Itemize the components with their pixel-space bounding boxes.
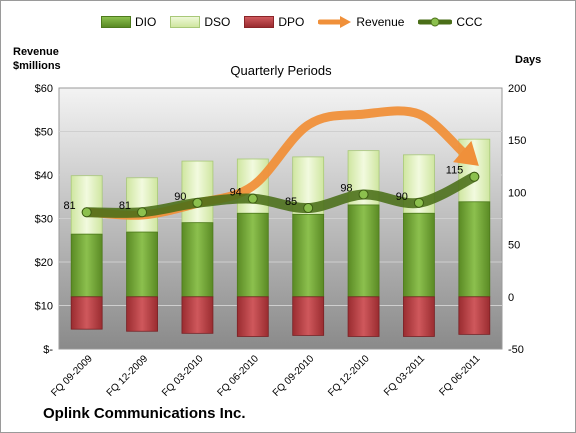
bar-dso: [70, 175, 103, 235]
bar-dio: [236, 212, 269, 298]
bar-dpo: [126, 296, 158, 332]
category-tick-label: FQ 03-2011: [382, 353, 427, 398]
label-layer: 81 81 90 94 85 98 90 115: [63, 165, 463, 212]
chart-legend: DIO DSO DPO Revenue CCC: [101, 9, 482, 35]
bar-dpo: [292, 296, 325, 336]
category-tick-label: FQ 12-2009: [105, 353, 151, 399]
legend-swatch-dio: [101, 16, 131, 28]
category-tick-label: FQ 09-2009: [49, 353, 95, 399]
left-tick-label: $10: [35, 301, 53, 313]
left-tick-label: $30: [35, 214, 53, 226]
category-tick-label: FQ 06-2011: [437, 353, 482, 398]
bar-dso: [181, 160, 214, 224]
legend-label-dpo: DPO: [278, 15, 305, 29]
right-tick-label: 150: [508, 135, 526, 147]
bar-dpo: [236, 296, 269, 337]
left-axis-title-line1: Revenue: [13, 46, 59, 58]
ccc-point: [247, 193, 258, 204]
right-tick-label: -50: [508, 344, 524, 356]
legend-label-dso: DSO: [204, 15, 231, 29]
left-tick-label: $50: [35, 127, 53, 139]
left-tick-label: $-: [43, 344, 53, 356]
ccc-data-label: 115: [446, 165, 464, 177]
legend-label-revenue: Revenue: [356, 15, 405, 29]
bar-dio: [292, 213, 325, 298]
ccc-data-label: 90: [174, 191, 186, 203]
company-name: Oplink Communications Inc.: [43, 405, 246, 422]
revenue-arrowhead: [453, 140, 479, 166]
bar-layer: [70, 138, 491, 337]
chart-plot: Quarterly Periods 81 81 90 94 85 98 90 115 $- $1…: [35, 63, 527, 399]
left-tick-label: $60: [35, 83, 53, 95]
bar-dio: [347, 204, 380, 298]
legend-ccc-marker-icon: [418, 17, 453, 27]
ccc-point: [358, 189, 369, 200]
legend-item-revenue: Revenue: [318, 15, 404, 29]
line-layer: [81, 106, 480, 220]
ccc-data-label: 98: [340, 182, 352, 194]
bar-dio: [181, 222, 214, 298]
ccc-data-label: 81: [119, 200, 131, 212]
left-axis-title-line2: $millions: [13, 60, 61, 72]
bar-dpo: [70, 296, 103, 330]
bar-dpo: [347, 296, 380, 337]
ccc-data-label: 85: [285, 196, 297, 208]
bar-dio: [126, 231, 158, 298]
category-tick-label: FQ 06-2010: [215, 353, 261, 399]
ccc-point: [81, 207, 92, 218]
bar-dpo: [403, 296, 435, 337]
legend-arrow-icon: [318, 16, 352, 28]
left-tick-label: $40: [35, 170, 53, 182]
ccc-point: [469, 171, 480, 182]
bar-dso: [126, 177, 158, 233]
right-tick-label: 200: [508, 83, 526, 95]
bar-dpo: [181, 296, 214, 334]
left-tick-label: $20: [35, 257, 53, 269]
ccc-point: [413, 197, 424, 208]
ccc-data-label: 81: [63, 200, 75, 212]
right-tick-label: 100: [508, 187, 526, 199]
ccc-data-label: 90: [396, 191, 408, 203]
category-tick-label: FQ 09-2010: [271, 353, 317, 399]
bar-dio: [458, 201, 491, 298]
legend-item-dio: DIO: [101, 15, 156, 29]
right-axis-title: Days: [515, 54, 542, 66]
legend-item-ccc: CCC: [418, 15, 482, 29]
left-axis-title: Revenue $millions: [13, 45, 61, 73]
legend-swatch-dpo: [244, 16, 275, 28]
ccc-point: [192, 197, 203, 208]
legend-swatch-dso: [170, 16, 201, 28]
right-tick-label: 50: [508, 240, 520, 252]
chart-title: Quarterly Periods: [230, 63, 332, 78]
ccc-point: [137, 207, 148, 218]
bar-dio: [70, 233, 103, 298]
legend-label-dio: DIO: [135, 15, 157, 29]
right-tick-label: 0: [508, 292, 514, 304]
category-tick-label: FQ 03-2010: [160, 353, 206, 399]
ccc-data-label: 94: [230, 187, 242, 199]
category-tick-label: FQ 12-2010: [326, 353, 372, 399]
legend-item-dpo: DPO: [244, 15, 304, 29]
legend-item-dso: DSO: [170, 15, 230, 29]
legend-label-ccc: CCC: [456, 15, 483, 29]
bar-dio: [403, 212, 435, 298]
bar-dpo: [458, 296, 491, 335]
ccc-point: [303, 203, 314, 214]
